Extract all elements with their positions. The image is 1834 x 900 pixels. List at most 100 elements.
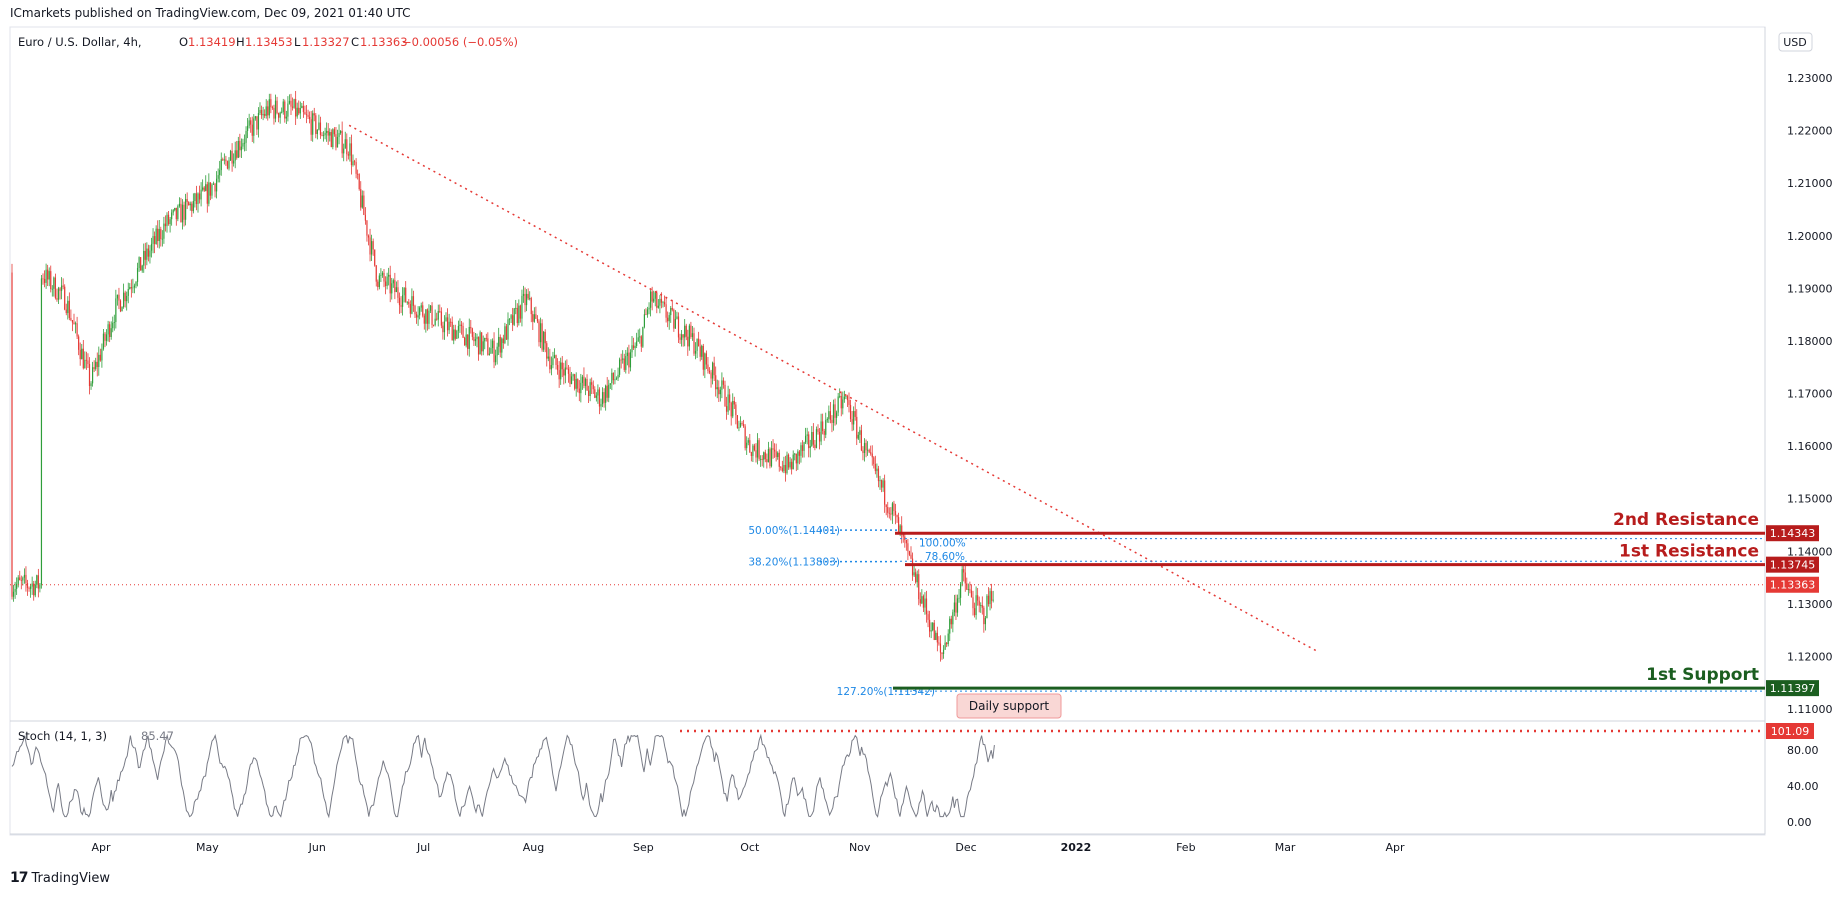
- candle-body: [319, 122, 322, 135]
- currency-button[interactable]: USD: [1783, 36, 1807, 49]
- candle-body: [789, 461, 791, 468]
- candle-body: [927, 614, 929, 620]
- candle-body: [344, 139, 346, 149]
- candle-body: [341, 130, 343, 154]
- candle-body: [572, 374, 574, 377]
- candle-body: [663, 302, 666, 305]
- candle-body: [40, 278, 43, 585]
- candle-body: [722, 380, 725, 385]
- candle-body: [770, 448, 773, 467]
- candle-body: [206, 184, 208, 204]
- candle-body: [529, 298, 531, 299]
- candle-body: [229, 151, 232, 161]
- candle-body: [960, 583, 962, 598]
- candle-body: [473, 336, 475, 342]
- candle-body: [436, 318, 438, 320]
- candle-body: [673, 309, 675, 329]
- candle-body: [967, 589, 969, 590]
- candle-body: [175, 207, 177, 220]
- price-tick-8: 1.15000: [1787, 493, 1833, 506]
- candle-body: [561, 362, 563, 370]
- candle-body: [47, 269, 49, 280]
- candle-body: [818, 431, 821, 442]
- candle-body: [366, 220, 368, 236]
- candle-body: [411, 296, 413, 314]
- candle-body: [941, 652, 943, 654]
- candle-body: [653, 298, 655, 302]
- candle-body: [795, 453, 797, 464]
- candle-body: [121, 306, 123, 312]
- candle-body: [591, 382, 593, 385]
- candle-body: [546, 343, 548, 359]
- candle-body: [212, 183, 215, 185]
- candle-body: [428, 310, 430, 324]
- candle-body: [763, 452, 765, 460]
- candle-body: [17, 577, 19, 584]
- candle-body: [434, 318, 436, 326]
- candle-body: [877, 468, 880, 482]
- candle-body: [309, 116, 311, 120]
- time-tick-2: Jun: [308, 841, 326, 854]
- candle-body: [375, 265, 377, 282]
- time-axis[interactable]: Apr May Jun Jul Aug Sep Oct Nov Dec 2022 Feb Mar Apr: [91, 841, 1405, 854]
- candle-body: [643, 314, 645, 327]
- candle-body: [946, 642, 948, 645]
- candle-body: [70, 317, 72, 320]
- candle-body: [386, 276, 388, 286]
- currency-button-bg[interactable]: [1778, 32, 1813, 52]
- downtrend-line[interactable]: [348, 124, 1318, 652]
- tradingview-logo[interactable]: 17 TradingView: [10, 870, 110, 886]
- candle-body: [756, 440, 759, 458]
- candle-body: [902, 534, 904, 537]
- candle-body: [843, 396, 845, 400]
- price-tick-6: 1.17000: [1787, 388, 1833, 401]
- candle-body: [189, 203, 191, 206]
- candle-body: [583, 376, 585, 386]
- candle-body: [560, 362, 562, 380]
- candle-body: [915, 572, 917, 583]
- candle-body: [708, 370, 711, 373]
- candle-body: [260, 109, 263, 116]
- candle-body: [642, 326, 644, 347]
- candle-body: [12, 591, 15, 597]
- candle-body: [290, 100, 292, 107]
- candle-body: [453, 329, 455, 341]
- candle-body: [39, 584, 41, 589]
- candle-body: [958, 597, 960, 599]
- candle-body: [400, 305, 402, 307]
- candle-body: [274, 100, 277, 119]
- candle-body: [392, 280, 394, 284]
- price-axis[interactable]: 1.23000 1.22000 1.21000 1.20000 1.19000 1.180…: [1787, 72, 1833, 716]
- candle-body: [43, 278, 46, 283]
- candle-body: [412, 296, 415, 306]
- candle-body: [409, 304, 411, 314]
- candle-body: [164, 223, 167, 227]
- candle-body: [305, 114, 308, 116]
- candle-body: [327, 130, 329, 136]
- candle-body: [612, 372, 614, 381]
- candle-body: [961, 569, 963, 584]
- candle-body: [922, 596, 924, 608]
- candle-body: [809, 445, 811, 449]
- candle-body: [586, 378, 588, 391]
- candle-body: [567, 368, 570, 374]
- candle-body: [898, 517, 900, 533]
- candle-body: [57, 288, 60, 300]
- candle-body: [628, 352, 630, 368]
- candle-body: [216, 178, 218, 192]
- candle-body: [394, 280, 396, 293]
- candle-body: [273, 107, 275, 119]
- candle-body: [849, 404, 852, 420]
- candle-body: [406, 301, 408, 303]
- candle-body: [420, 305, 422, 308]
- candle-body: [749, 440, 751, 453]
- candle-body: [530, 298, 532, 315]
- candle-body: [772, 448, 774, 450]
- candle-body: [936, 632, 938, 643]
- legend-high-label: H: [236, 35, 245, 49]
- candle-body: [925, 598, 928, 615]
- daily-support-box[interactable]: [956, 693, 1062, 719]
- candle-body: [712, 362, 714, 379]
